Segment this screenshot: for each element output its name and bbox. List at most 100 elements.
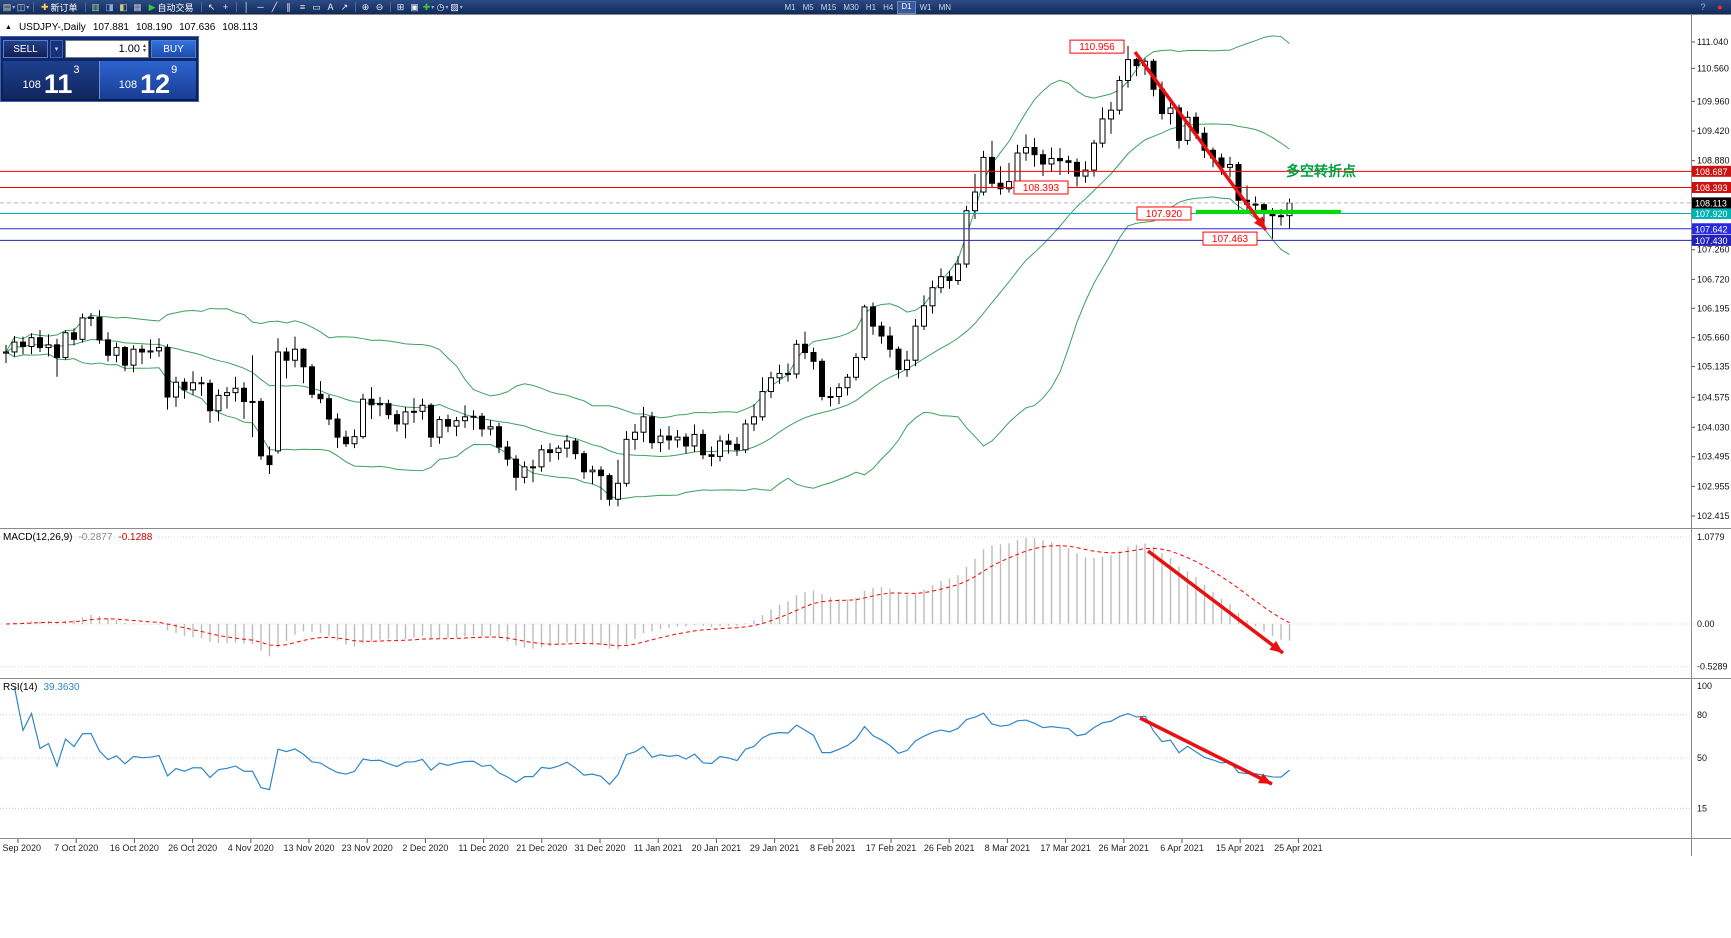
- buy-price-pips: 12: [140, 69, 171, 99]
- price-label-box[interactable]: [1069, 39, 1125, 54]
- shapes-icon[interactable]: ▭: [310, 1, 324, 14]
- timeframe-bar: M1 M5 M15 M30 H1 H4 D1 W1 MN: [782, 0, 955, 14]
- candle-body: [1167, 107, 1174, 114]
- candle-body: [870, 306, 876, 327]
- trend-arrow-main-head: [1253, 216, 1266, 230]
- toolbar-separator: [389, 2, 391, 12]
- price-tag: [1692, 165, 1731, 177]
- sell-price-pips: 11: [43, 69, 73, 99]
- date-label: 31 Dec 2020: [574, 843, 625, 853]
- timeframe-mn[interactable]: MN: [938, 2, 952, 12]
- timeframe-m1[interactable]: M1: [784, 2, 796, 12]
- help-icon[interactable]: ?: [1700, 2, 1706, 12]
- chart-profiles-icon-caret[interactable]: ▾: [26, 4, 30, 11]
- annotation-turning-point[interactable]: 多空转折点: [1286, 163, 1356, 179]
- cursor-icon[interactable]: ↖: [205, 1, 219, 14]
- templates-icon[interactable]: ▨ ▾: [450, 1, 464, 14]
- period-icon[interactable]: ◷ ▾: [436, 1, 450, 14]
- price-label-box[interactable]: [1136, 206, 1192, 221]
- text-icon[interactable]: A: [324, 1, 338, 14]
- timeframe-m15[interactable]: M15: [820, 2, 837, 12]
- shapes-icon: ▭: [312, 1, 321, 12]
- candle-body: [79, 317, 86, 340]
- candle-body: [895, 348, 902, 371]
- one-click-trading-panel[interactable]: SELL ▾ 1.00 ▴ ▾ BUY 108 11 3 108 12 9: [0, 36, 199, 102]
- chart-profiles-icon[interactable]: ◫ ▾: [16, 1, 30, 14]
- candle-body: [615, 482, 621, 500]
- volume-spinner[interactable]: ▴ ▾: [142, 43, 146, 54]
- arrows-icon[interactable]: ↗: [338, 1, 352, 14]
- candle-body: [1006, 181, 1012, 190]
- new-chart-icon[interactable]: ▤ ▾: [2, 1, 16, 14]
- crosshair-icon[interactable]: +: [219, 1, 233, 14]
- candle-body: [402, 411, 409, 425]
- price-label-box[interactable]: [1013, 180, 1069, 195]
- horizontal-line-icon[interactable]: ─: [254, 1, 268, 14]
- terminal-icon[interactable]: ▦: [131, 1, 145, 14]
- toolbar-separator: [33, 2, 34, 12]
- channel-icon[interactable]: ∥: [282, 1, 296, 14]
- period-icon-caret[interactable]: ▾: [445, 4, 449, 11]
- autotrading-button[interactable]: ▶ 自动交易: [145, 1, 198, 14]
- trend-arrow-rsi[interactable]: [1139, 716, 1273, 786]
- candle-body: [827, 395, 834, 398]
- price-label-box[interactable]: [1202, 231, 1258, 246]
- indicators-icon-caret[interactable]: ▾: [431, 4, 435, 11]
- toolbar: ▤ ▾ ◫ ▾ ✚ 新订单 ▥ ◨ ◧ ▦ ▶ 自动交易 ↖ + │ ─ ╱ ∥ ≡ ▭ A ↗ ⊕ ⊖ ⊞ ▣ ✚ ▾ ◷ ▾ ▨ ▾ M1 M…: [0, 0, 1731, 14]
- new-chart-icon-caret[interactable]: ▾: [12, 4, 16, 11]
- new-order-button[interactable]: ✚ 新订单: [37, 1, 82, 14]
- ohlc-open: 107.881: [92, 22, 129, 33]
- market-watch-icon[interactable]: ▥: [89, 1, 103, 14]
- market-watch-icon: ▥: [91, 1, 100, 12]
- timeframe-h4[interactable]: H4: [883, 2, 894, 12]
- trendline-icon[interactable]: ╱: [268, 1, 282, 14]
- candle-body: [385, 403, 392, 416]
- timeframe-h1[interactable]: H1: [865, 2, 877, 12]
- candle-body: [513, 458, 519, 478]
- date-label: 17 Mar 2021: [1040, 843, 1091, 853]
- auto-arrange-icon[interactable]: ▣: [408, 1, 422, 14]
- sell-price[interactable]: 108 11 3: [3, 61, 99, 99]
- candle-body: [768, 377, 774, 393]
- candle-body: [640, 416, 647, 433]
- price-label-text: 107.463: [1212, 234, 1249, 245]
- templates-icon-caret[interactable]: ▾: [459, 4, 463, 11]
- templates-icon: ▨: [450, 1, 459, 12]
- tile-windows-icon[interactable]: ⊞: [394, 1, 408, 14]
- candle-body: [912, 325, 919, 361]
- toolbar-separator: [354, 2, 356, 12]
- ohlc-high: 108.190: [135, 22, 173, 33]
- candle-body: [1133, 59, 1140, 67]
- candle-body: [258, 400, 264, 457]
- trendline-icon: ╱: [271, 1, 278, 12]
- candle-body: [164, 347, 171, 398]
- timeframe-w1[interactable]: W1: [919, 2, 932, 12]
- volume-input[interactable]: 1.00 ▴ ▾: [65, 40, 149, 58]
- candle-body: [1031, 147, 1038, 156]
- volume-dropdown-caret[interactable]: ▾: [50, 40, 63, 58]
- timeframe-m5[interactable]: M5: [802, 2, 814, 12]
- trend-arrow-macd[interactable]: [1146, 549, 1285, 655]
- zoom-out-icon[interactable]: ⊖: [373, 1, 387, 14]
- buy-price-point: 9: [171, 64, 178, 76]
- fibonacci-icon[interactable]: ≡: [296, 1, 310, 14]
- vertical-line-icon[interactable]: │: [240, 1, 254, 14]
- timeframe-m30[interactable]: M30: [843, 2, 859, 12]
- buy-price[interactable]: 108 12 9: [100, 61, 196, 99]
- indicators-icon[interactable]: ✚ ▾: [422, 1, 436, 14]
- candle-body: [122, 347, 128, 366]
- navigator-icon[interactable]: ◧: [117, 1, 131, 14]
- data-window-icon[interactable]: ◨: [103, 1, 117, 14]
- trend-arrow-main[interactable]: [1133, 50, 1268, 232]
- sell-button[interactable]: SELL: [3, 40, 48, 58]
- candle-body: [572, 440, 579, 455]
- notification-icon[interactable]: ●: [1717, 2, 1723, 12]
- zoom-in-icon[interactable]: ⊕: [359, 1, 373, 14]
- date-label: 8 Sep 2020: [0, 843, 41, 853]
- buy-price-big-figure: 108: [118, 79, 138, 91]
- buy-button[interactable]: BUY: [151, 40, 196, 58]
- timeframe-d1[interactable]: D1: [897, 0, 916, 14]
- symbol-direction-icon: ▲: [5, 24, 12, 31]
- price-tag-label: 108.687: [1695, 167, 1728, 177]
